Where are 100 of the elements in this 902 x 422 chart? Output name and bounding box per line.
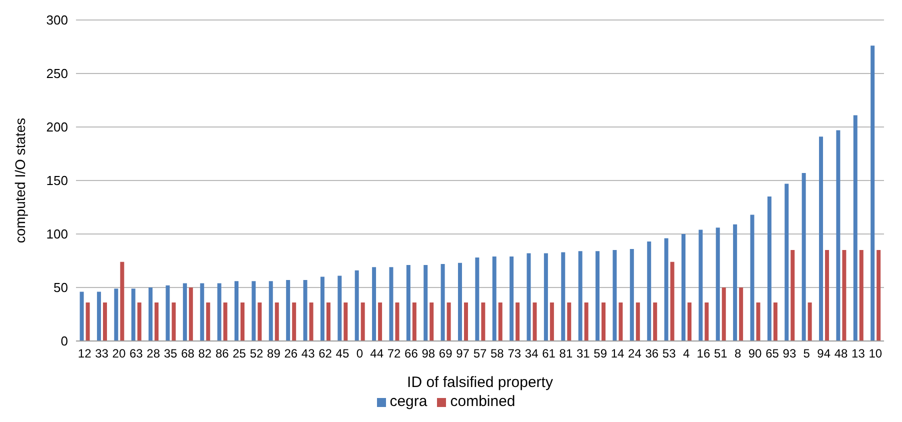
y-tick-label: 150 bbox=[46, 173, 68, 188]
x-tick-label: 90 bbox=[748, 346, 762, 361]
bar bbox=[481, 302, 486, 341]
bar bbox=[819, 136, 824, 341]
bar bbox=[498, 302, 502, 341]
bar bbox=[733, 224, 738, 341]
bar bbox=[561, 252, 566, 341]
bar bbox=[389, 267, 394, 341]
x-tick-label: 20 bbox=[112, 346, 126, 361]
bar bbox=[859, 250, 864, 341]
bar bbox=[440, 264, 445, 341]
x-tick-label: 44 bbox=[370, 346, 384, 361]
x-tick-label: 14 bbox=[610, 346, 625, 361]
bar bbox=[808, 302, 812, 341]
bar bbox=[670, 262, 674, 341]
bar bbox=[234, 281, 239, 341]
bar bbox=[424, 265, 428, 341]
bar bbox=[412, 302, 416, 341]
bar bbox=[430, 302, 434, 341]
bar bbox=[86, 302, 90, 341]
x-tick-label: 28 bbox=[146, 346, 160, 361]
x-tick-label: 68 bbox=[181, 346, 195, 361]
bar bbox=[320, 276, 324, 341]
legend-label: cegra bbox=[390, 393, 428, 410]
y-tick-label: 0 bbox=[60, 334, 68, 349]
bar bbox=[114, 288, 118, 341]
bar bbox=[516, 302, 520, 341]
x-tick-label: 62 bbox=[318, 346, 332, 361]
bar bbox=[544, 253, 548, 341]
bar bbox=[217, 283, 222, 341]
bar bbox=[750, 214, 754, 341]
bar bbox=[252, 281, 256, 341]
bar bbox=[664, 238, 668, 341]
x-tick-label: 61 bbox=[542, 346, 556, 361]
y-tick-label: 50 bbox=[54, 280, 68, 296]
bar bbox=[131, 288, 136, 341]
bar bbox=[188, 288, 193, 341]
bar bbox=[825, 250, 830, 341]
y-axis-title: computed I/O states bbox=[12, 118, 28, 244]
bar bbox=[802, 173, 806, 341]
x-tick-label: 94 bbox=[817, 346, 831, 361]
bar bbox=[784, 184, 789, 341]
bar bbox=[286, 280, 290, 341]
legend-label: combined bbox=[450, 393, 516, 410]
x-tick-label: 52 bbox=[250, 346, 264, 361]
bar bbox=[458, 262, 462, 341]
x-tick-label: 53 bbox=[662, 346, 676, 361]
bar bbox=[120, 262, 124, 341]
bar bbox=[200, 283, 204, 341]
bar bbox=[182, 283, 187, 341]
bar bbox=[630, 248, 634, 341]
x-tick-label: 93 bbox=[782, 346, 796, 361]
bar bbox=[344, 302, 348, 341]
bar bbox=[240, 302, 245, 341]
y-tick-label: 300 bbox=[46, 12, 68, 28]
x-tick-label: 5 bbox=[803, 346, 810, 361]
x-tick-label: 8 bbox=[734, 346, 742, 361]
bar bbox=[395, 302, 400, 341]
x-tick-label: 73 bbox=[508, 346, 522, 361]
bar bbox=[492, 256, 496, 341]
x-tick-label: 86 bbox=[215, 346, 230, 361]
x-tick-label: 69 bbox=[438, 346, 453, 361]
x-tick-label: 57 bbox=[473, 346, 487, 361]
x-tick-label: 10 bbox=[868, 346, 882, 361]
bar bbox=[446, 302, 451, 341]
x-axis-title: ID of falsified property bbox=[407, 374, 554, 391]
bar bbox=[258, 302, 262, 341]
x-tick-label: 89 bbox=[267, 346, 281, 361]
x-tick-label: 63 bbox=[129, 346, 144, 361]
bar bbox=[596, 251, 600, 341]
bar bbox=[767, 196, 772, 341]
bar bbox=[148, 288, 153, 341]
bar bbox=[268, 281, 273, 341]
x-tick-label: 4 bbox=[682, 346, 690, 361]
x-tick-label: 13 bbox=[852, 346, 866, 361]
x-tick-label: 98 bbox=[422, 346, 436, 361]
bar bbox=[154, 302, 159, 341]
x-tick-label: 45 bbox=[336, 346, 350, 361]
bar bbox=[464, 302, 468, 341]
bar bbox=[406, 265, 410, 341]
bar bbox=[578, 251, 582, 341]
bar bbox=[722, 288, 726, 341]
x-tick-label: 26 bbox=[284, 346, 298, 361]
bar bbox=[309, 302, 314, 341]
bar bbox=[698, 230, 703, 341]
bar bbox=[842, 250, 846, 341]
x-tick-label: 82 bbox=[198, 346, 212, 361]
bar bbox=[354, 270, 359, 341]
bar bbox=[274, 302, 279, 341]
x-tick-label: 16 bbox=[696, 346, 710, 361]
bar bbox=[636, 302, 640, 341]
x-tick-label: 97 bbox=[456, 346, 470, 361]
bar bbox=[338, 276, 342, 341]
x-tick-label: 58 bbox=[490, 346, 504, 361]
bar bbox=[870, 46, 875, 341]
bar bbox=[716, 228, 720, 341]
x-tick-label: 81 bbox=[559, 346, 573, 361]
x-tick-label: 66 bbox=[404, 346, 418, 361]
x-tick-label: 25 bbox=[232, 346, 246, 361]
bar bbox=[80, 292, 84, 341]
